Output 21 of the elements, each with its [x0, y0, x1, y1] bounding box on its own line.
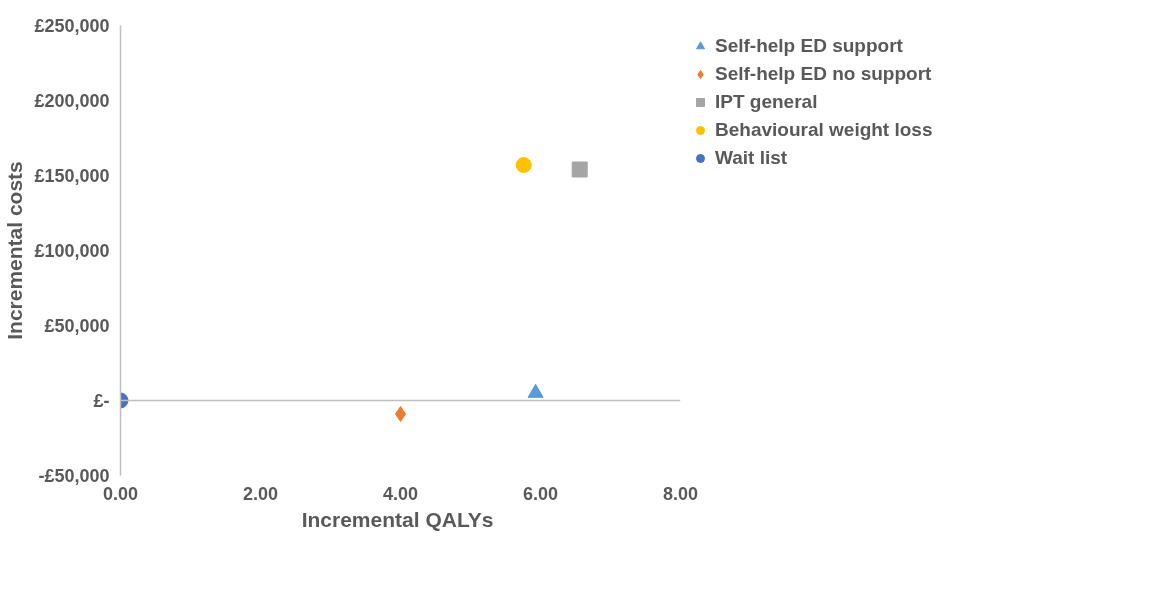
- y-tick-label: -£50,000: [38, 465, 110, 486]
- x-tick-label: 4.00: [382, 483, 419, 504]
- y-tick-label: £200,000: [34, 90, 110, 111]
- x-tick-label: 8.00: [662, 483, 699, 504]
- legend-label: Self-help ED no support: [715, 63, 932, 85]
- x-tick-label: 6.00: [522, 483, 559, 504]
- y-axis-title: Incremental costs: [3, 161, 27, 340]
- y-tick-label: £250,000: [34, 15, 110, 36]
- y-tick-label: £150,000: [34, 165, 110, 186]
- x-axis-title: Incremental QALYs: [301, 507, 494, 531]
- x-tick-label: 2.00: [242, 483, 279, 504]
- point: [571, 161, 588, 178]
- point: [515, 157, 532, 173]
- legend-label: Behavioural weight loss: [715, 119, 933, 141]
- legend-label: Wait list: [715, 147, 788, 169]
- y-tick-label: £50,000: [44, 315, 110, 336]
- legend-label: IPT general: [715, 91, 818, 113]
- x-tick-label: 0.00: [102, 483, 139, 504]
- legend-label: Self-help ED support: [715, 35, 903, 57]
- y-tick-label: £100,000: [34, 240, 110, 261]
- y-tick-label: £-: [93, 390, 110, 411]
